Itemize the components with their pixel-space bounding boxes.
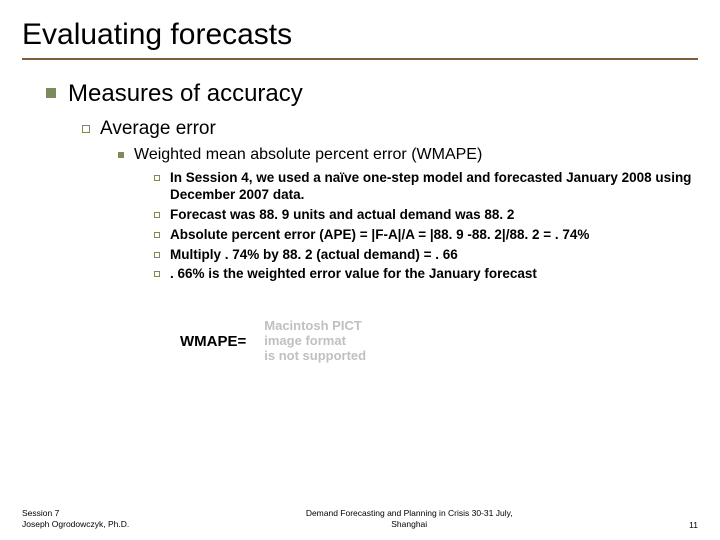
hollow-small-square-bullet-icon xyxy=(154,232,160,238)
hollow-small-square-bullet-icon xyxy=(154,252,160,258)
footer-left: Session 7 Joseph Ogrodowczyk, Ph.D. xyxy=(22,508,129,530)
pict-line: image format xyxy=(264,334,366,349)
bullet-level-4: In Session 4, we used a naïve one-step m… xyxy=(154,170,720,204)
bullet-level-4: Absolute percent error (APE) = |F-A|/A =… xyxy=(154,227,720,244)
lvl4-text: Forecast was 88. 9 units and actual dema… xyxy=(170,207,514,224)
small-square-bullet-icon xyxy=(118,152,124,158)
bullet-level-4: . 66% is the weighted error value for th… xyxy=(154,266,720,283)
lvl2-text: Average error xyxy=(100,118,216,140)
footer: Session 7 Joseph Ogrodowczyk, Ph.D. Dema… xyxy=(0,508,720,530)
lvl4-text: In Session 4, we used a naïve one-step m… xyxy=(170,170,700,204)
wmape-row: WMAPE= Macintosh PICT image format is no… xyxy=(180,319,720,364)
footer-location: Shanghai xyxy=(129,519,689,530)
footer-course: Demand Forecasting and Planning in Crisi… xyxy=(129,508,689,519)
bullet-level-2: Average error xyxy=(82,118,720,140)
hollow-small-square-bullet-icon xyxy=(154,271,160,277)
bullet-level-4: Forecast was 88. 9 units and actual dema… xyxy=(154,207,720,224)
bullet-level-3: Weighted mean absolute percent error (WM… xyxy=(118,146,720,164)
lvl4-text: . 66% is the weighted error value for th… xyxy=(170,266,537,283)
lvl4-text: Multiply . 74% by 88. 2 (actual demand) … xyxy=(170,247,458,264)
lvl4-text: Absolute percent error (APE) = |F-A|/A =… xyxy=(170,227,589,244)
content-area: Measures of accuracy Average error Weigh… xyxy=(0,60,720,364)
pict-placeholder: Macintosh PICT image format is not suppo… xyxy=(264,319,366,364)
hollow-square-bullet-icon xyxy=(82,125,90,133)
pict-line: Macintosh PICT xyxy=(264,319,366,334)
footer-author: Joseph Ogrodowczyk, Ph.D. xyxy=(22,519,129,530)
lvl3-text: Weighted mean absolute percent error (WM… xyxy=(134,146,482,164)
lvl1-text: Measures of accuracy xyxy=(68,80,303,108)
bullet-level-1: Measures of accuracy xyxy=(46,80,720,108)
footer-session: Session 7 xyxy=(22,508,129,519)
footer-center: Demand Forecasting and Planning in Crisi… xyxy=(129,508,689,530)
page-title: Evaluating forecasts xyxy=(22,18,720,52)
bullet-level-4: Multiply . 74% by 88. 2 (actual demand) … xyxy=(154,247,720,264)
footer-page-number: 11 xyxy=(689,520,698,530)
square-bullet-icon xyxy=(46,88,56,98)
pict-line: is not supported xyxy=(264,349,366,364)
wmape-label: WMAPE= xyxy=(180,333,246,350)
hollow-small-square-bullet-icon xyxy=(154,212,160,218)
title-block: Evaluating forecasts xyxy=(0,0,720,60)
hollow-small-square-bullet-icon xyxy=(154,175,160,181)
